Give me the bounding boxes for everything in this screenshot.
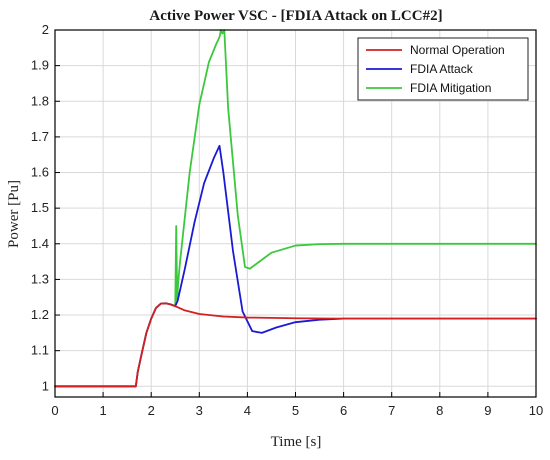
y-tick-label: 1.9 <box>31 58 49 73</box>
x-tick-label: 0 <box>51 403 58 418</box>
series-group <box>54 29 537 388</box>
legend-label: FDIA Attack <box>410 62 474 76</box>
x-tick-label: 2 <box>148 403 155 418</box>
x-tick-label: 8 <box>436 403 443 418</box>
y-tick-label: 1.4 <box>31 236 49 251</box>
legend-label: FDIA Mitigation <box>410 81 491 95</box>
y-tick-label: 1.1 <box>31 343 49 358</box>
legend: Normal Operation FDIA Attack FDIA Mitigati… <box>357 37 529 101</box>
y-tick-label: 1.7 <box>31 129 49 144</box>
y-axis-label: Power [Pu] <box>6 180 22 248</box>
y-tick-label: 1.8 <box>31 93 49 108</box>
y-tick-label: 1.2 <box>31 307 49 322</box>
y-ticks: 1 1.1 1.2 1.3 1.4 1.5 1.6 1.7 1.8 1.9 2 <box>31 22 60 393</box>
series-line-normal-operation <box>54 302 537 388</box>
y-tick-label: 1.6 <box>31 165 49 180</box>
legend-label: Normal Operation <box>410 43 505 57</box>
x-tick-label: 5 <box>292 403 299 418</box>
plot-frame <box>54 29 537 398</box>
x-tick-label: 9 <box>484 403 491 418</box>
y-tick-label: 2 <box>42 22 49 37</box>
x-tick-label: 1 <box>99 403 106 418</box>
x-tick-label: 7 <box>388 403 395 418</box>
y-tick-label: 1.3 <box>31 271 49 286</box>
x-tick-label: 6 <box>340 403 347 418</box>
x-tick-label: 10 <box>529 403 543 418</box>
y-tick-label: 1 <box>42 378 49 393</box>
x-tick-label: 3 <box>196 403 203 418</box>
y-tick-label: 1.5 <box>31 200 49 215</box>
chart-title: Active Power VSC - [FDIA Attack on LCC#2… <box>149 8 442 24</box>
x-tick-label: 4 <box>244 403 251 418</box>
x-axis-label: Time [s] <box>271 434 322 450</box>
